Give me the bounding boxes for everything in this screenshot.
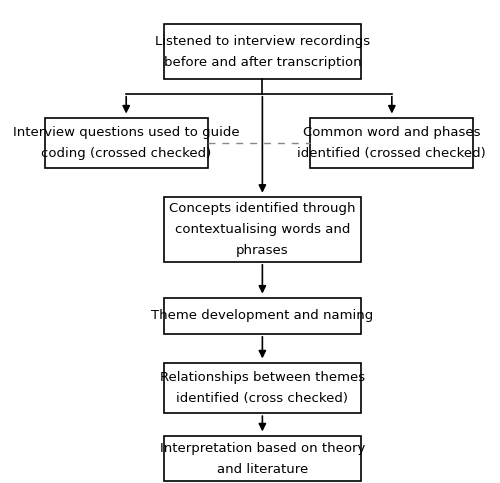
Text: Interpretation based on theory
and literature: Interpretation based on theory and liter… <box>160 441 365 476</box>
FancyBboxPatch shape <box>164 197 360 262</box>
Text: Interview questions used to guide
coding (crossed checked): Interview questions used to guide coding… <box>13 126 239 160</box>
Text: Common word and phases
identified (crossed checked): Common word and phases identified (cross… <box>298 126 486 160</box>
Text: Listened to interview recordings
before and after transcription: Listened to interview recordings before … <box>155 35 370 69</box>
Text: Concepts identified through
contextualising words and
phrases: Concepts identified through contextualis… <box>169 202 356 257</box>
FancyBboxPatch shape <box>164 24 360 79</box>
FancyBboxPatch shape <box>310 118 474 168</box>
FancyBboxPatch shape <box>164 363 360 413</box>
FancyBboxPatch shape <box>164 298 360 334</box>
Text: Theme development and naming: Theme development and naming <box>151 310 374 323</box>
FancyBboxPatch shape <box>164 436 360 482</box>
FancyBboxPatch shape <box>44 118 207 168</box>
Text: Relationships between themes
identified (cross checked): Relationships between themes identified … <box>160 371 365 405</box>
